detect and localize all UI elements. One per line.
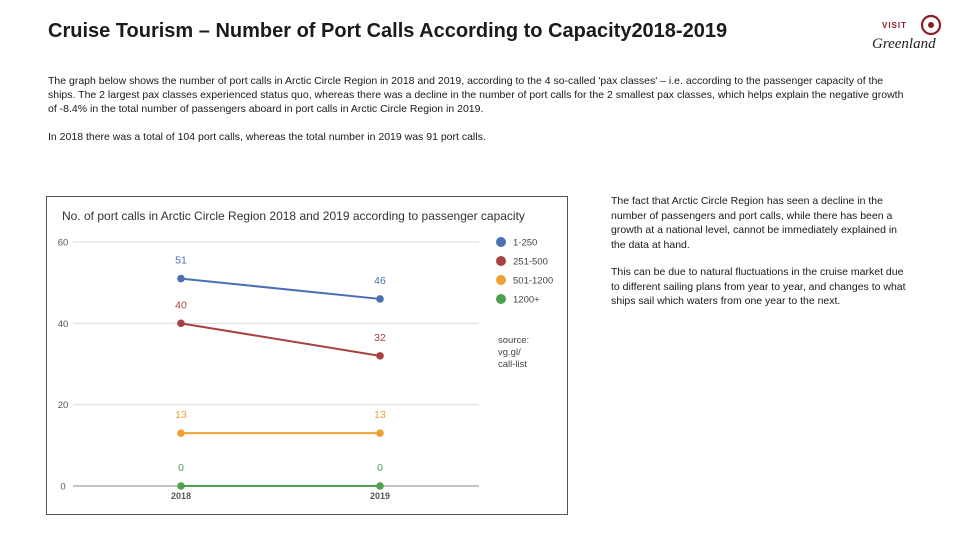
source-note-line: call-list [498, 359, 527, 370]
chart-title: No. of port calls in Arctic Circle Regio… [62, 209, 525, 223]
series-line-251-500 [180, 322, 381, 357]
series-501-1200: 13 13 [175, 409, 386, 437]
logo-emblem [920, 14, 942, 36]
legend-marker-251-500 [496, 256, 506, 266]
logo-emblem-dot [928, 22, 934, 28]
legend-marker-1200+ [496, 294, 506, 304]
logo-script-text: Greenland [872, 36, 936, 52]
legend-label: 1-250 [513, 238, 537, 249]
legend-label: 501-1200 [513, 276, 553, 287]
legend-marker-1-250 [496, 237, 506, 247]
data-point [177, 319, 185, 328]
side-note-2: This can be due to natural fluctuations … [611, 266, 906, 307]
legend-label: 251-500 [513, 257, 548, 268]
y-tick-label: 0 [60, 482, 65, 493]
data-point [177, 274, 185, 283]
source-note-line: vg.gl/ [498, 347, 521, 358]
data-point [376, 482, 384, 490]
port-calls-chart: No. of port calls in Arctic Circle Regio… [58, 209, 553, 501]
y-tick-label: 60 [58, 238, 69, 249]
intro-text: The graph below shows the number of port… [48, 74, 910, 144]
legend-label: 1200+ [513, 295, 540, 306]
chart-frame: No. of port calls in Arctic Circle Regio… [46, 196, 568, 515]
logo-visit-text: VISIT [882, 21, 907, 30]
y-tick-label: 40 [58, 319, 69, 330]
data-point [177, 429, 185, 437]
data-point [376, 429, 384, 437]
side-note-1: The fact that Arctic Circle Region has s… [611, 195, 898, 251]
page-title: Cruise Tourism – Number of Port Calls Ac… [48, 20, 728, 42]
data-point [376, 295, 384, 303]
x-tick-label: 2019 [370, 491, 390, 501]
intro-paragraph-1: The graph below shows the number of port… [48, 75, 904, 115]
series-251-500: 40 32 [175, 299, 386, 360]
side-notes: The fact that Arctic Circle Region has s… [611, 194, 909, 309]
data-label: 13 [175, 409, 187, 421]
data-label: 46 [374, 275, 386, 287]
legend-marker-501-1200 [496, 275, 506, 285]
data-label: 32 [374, 332, 386, 344]
source-note-line: source: [498, 335, 529, 346]
data-label: 0 [377, 462, 383, 474]
data-label: 51 [175, 255, 187, 267]
series-1-250: 51 46 [175, 255, 386, 303]
series-line-1-250 [180, 277, 381, 300]
data-label: 40 [175, 299, 187, 311]
data-label: 0 [178, 462, 184, 474]
x-tick-label: 2018 [171, 491, 191, 501]
data-point [376, 352, 384, 360]
visit-greenland-logo: VISIT Greenland [872, 14, 942, 52]
data-label: 13 [374, 409, 386, 421]
y-tick-label: 20 [58, 400, 69, 411]
data-point [177, 482, 185, 490]
intro-paragraph-2: In 2018 there was a total of 104 port ca… [48, 131, 486, 143]
